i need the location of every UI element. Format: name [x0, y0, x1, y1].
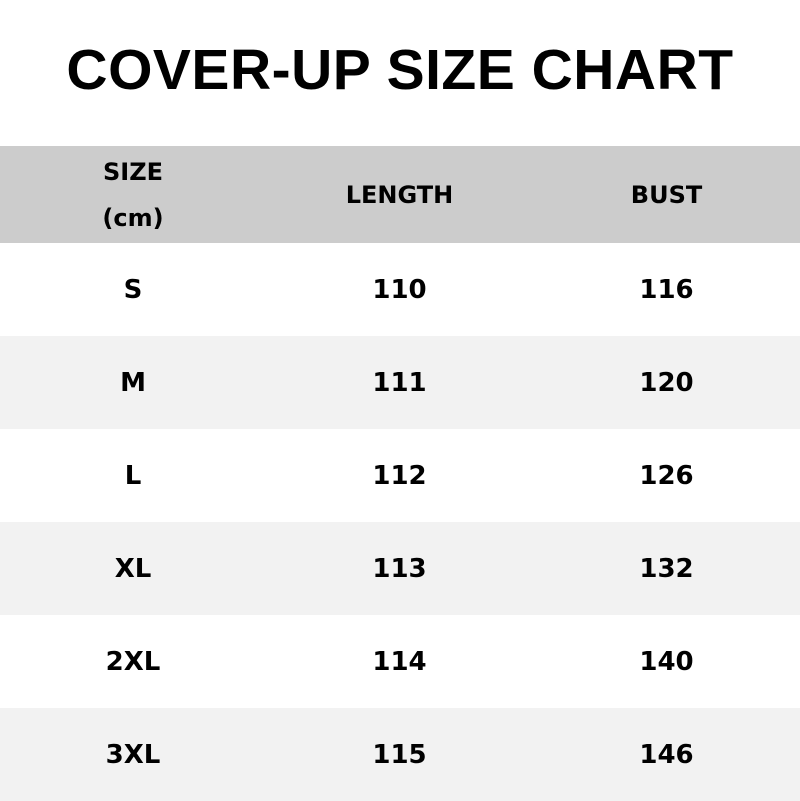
size-table: SIZE (cm) LENGTH BUST S 110 116 M 111 120 L 112… — [0, 146, 800, 801]
cell-size: S — [123, 274, 143, 305]
cell-bust: 132 — [639, 553, 694, 584]
cell-size: XL — [114, 553, 152, 584]
table-row: 2XL 114 140 — [0, 615, 800, 708]
header-bust: BUST — [630, 180, 703, 209]
cell-bust: 140 — [639, 646, 694, 677]
cell-bust: 126 — [639, 460, 694, 491]
cell-length: 111 — [372, 367, 427, 398]
table-row: L 112 126 — [0, 429, 800, 522]
table-row: XL 113 132 — [0, 522, 800, 615]
table-row: 3XL 115 146 — [0, 708, 800, 801]
cell-length: 114 — [372, 646, 427, 677]
header-size-unit: (cm) — [102, 203, 164, 232]
cell-size: 3XL — [105, 739, 161, 770]
table-header: SIZE (cm) LENGTH BUST — [0, 146, 800, 243]
header-size: SIZE (cm) — [0, 149, 266, 241]
cell-size: 2XL — [105, 646, 161, 677]
cell-size: L — [124, 460, 142, 491]
header-size-label: SIZE — [102, 157, 163, 186]
table-row: M 111 120 — [0, 336, 800, 429]
cell-length: 113 — [372, 553, 427, 584]
cell-bust: 116 — [639, 274, 694, 305]
page-title: COVER-UP SIZE CHART — [66, 38, 734, 102]
cell-size: M — [120, 367, 146, 398]
cell-bust: 120 — [639, 367, 694, 398]
cell-length: 110 — [372, 274, 427, 305]
cell-bust: 146 — [639, 739, 694, 770]
cell-length: 115 — [372, 739, 427, 770]
header-length: LENGTH — [345, 180, 454, 209]
cell-length: 112 — [372, 460, 427, 491]
table-row: S 110 116 — [0, 243, 800, 336]
